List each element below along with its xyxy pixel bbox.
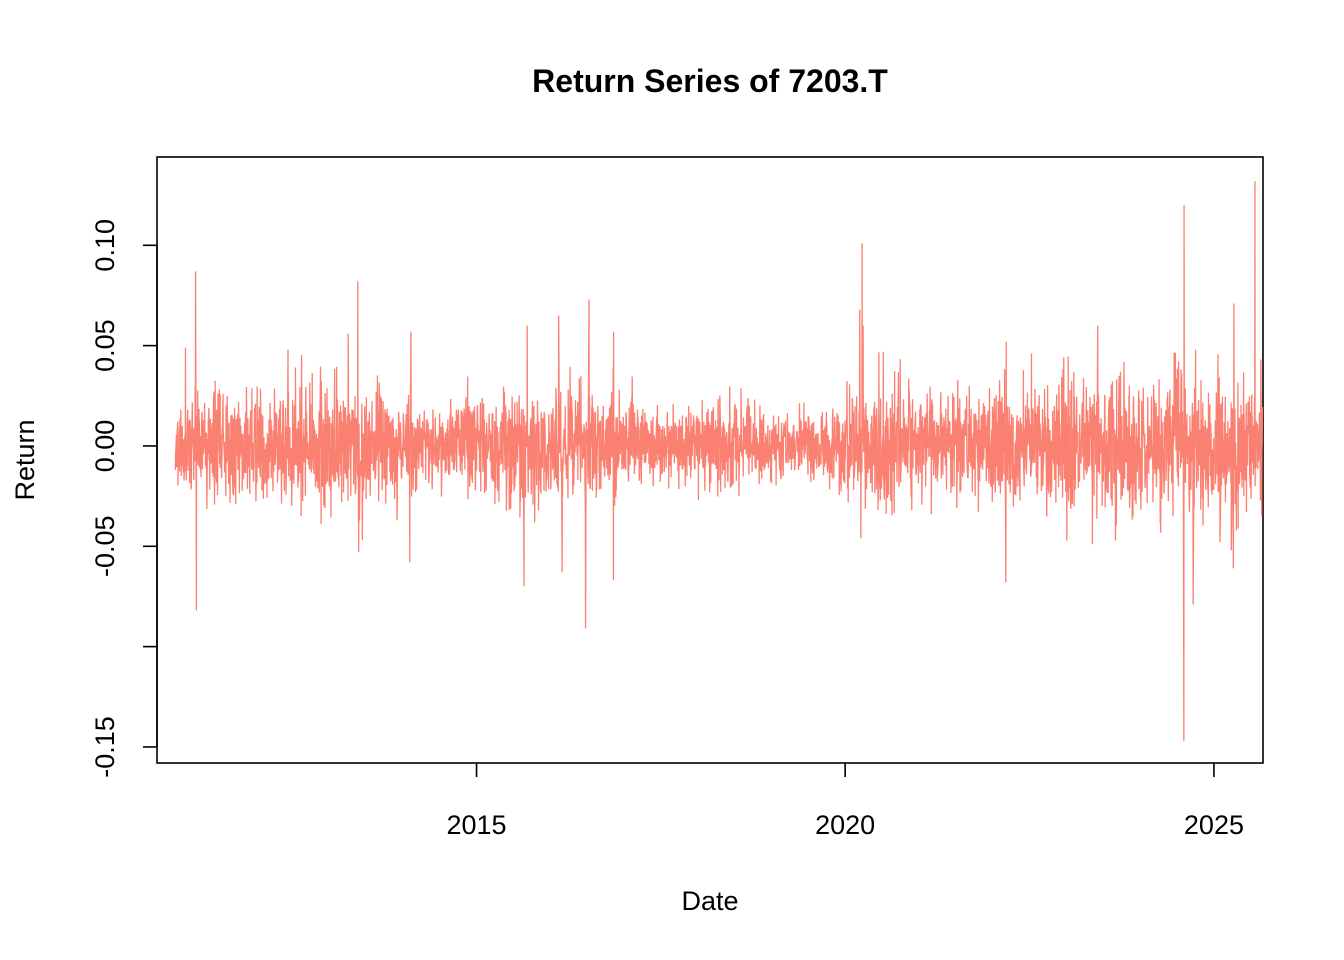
y-axis-label: Return xyxy=(10,419,40,500)
x-tick-label: 2020 xyxy=(815,810,875,840)
y-tick-label: 0.10 xyxy=(90,219,120,272)
y-axis: 0.10 0.05 0.00 -0.05 -0.15 xyxy=(90,219,158,778)
x-axis-label: Date xyxy=(681,886,738,916)
y-tick-label: -0.05 xyxy=(90,516,120,578)
y-tick-label: -0.15 xyxy=(90,716,120,778)
x-axis: 2015 2020 2025 xyxy=(447,763,1244,840)
y-tick-label: 0.05 xyxy=(90,319,120,372)
x-tick-label: 2015 xyxy=(447,810,507,840)
x-tick-label: 2025 xyxy=(1184,810,1244,840)
chart-title: Return Series of 7203.T xyxy=(532,63,888,99)
y-tick-label: 0.00 xyxy=(90,420,120,473)
series-layer xyxy=(174,181,1264,741)
return-series-line xyxy=(174,181,1264,741)
